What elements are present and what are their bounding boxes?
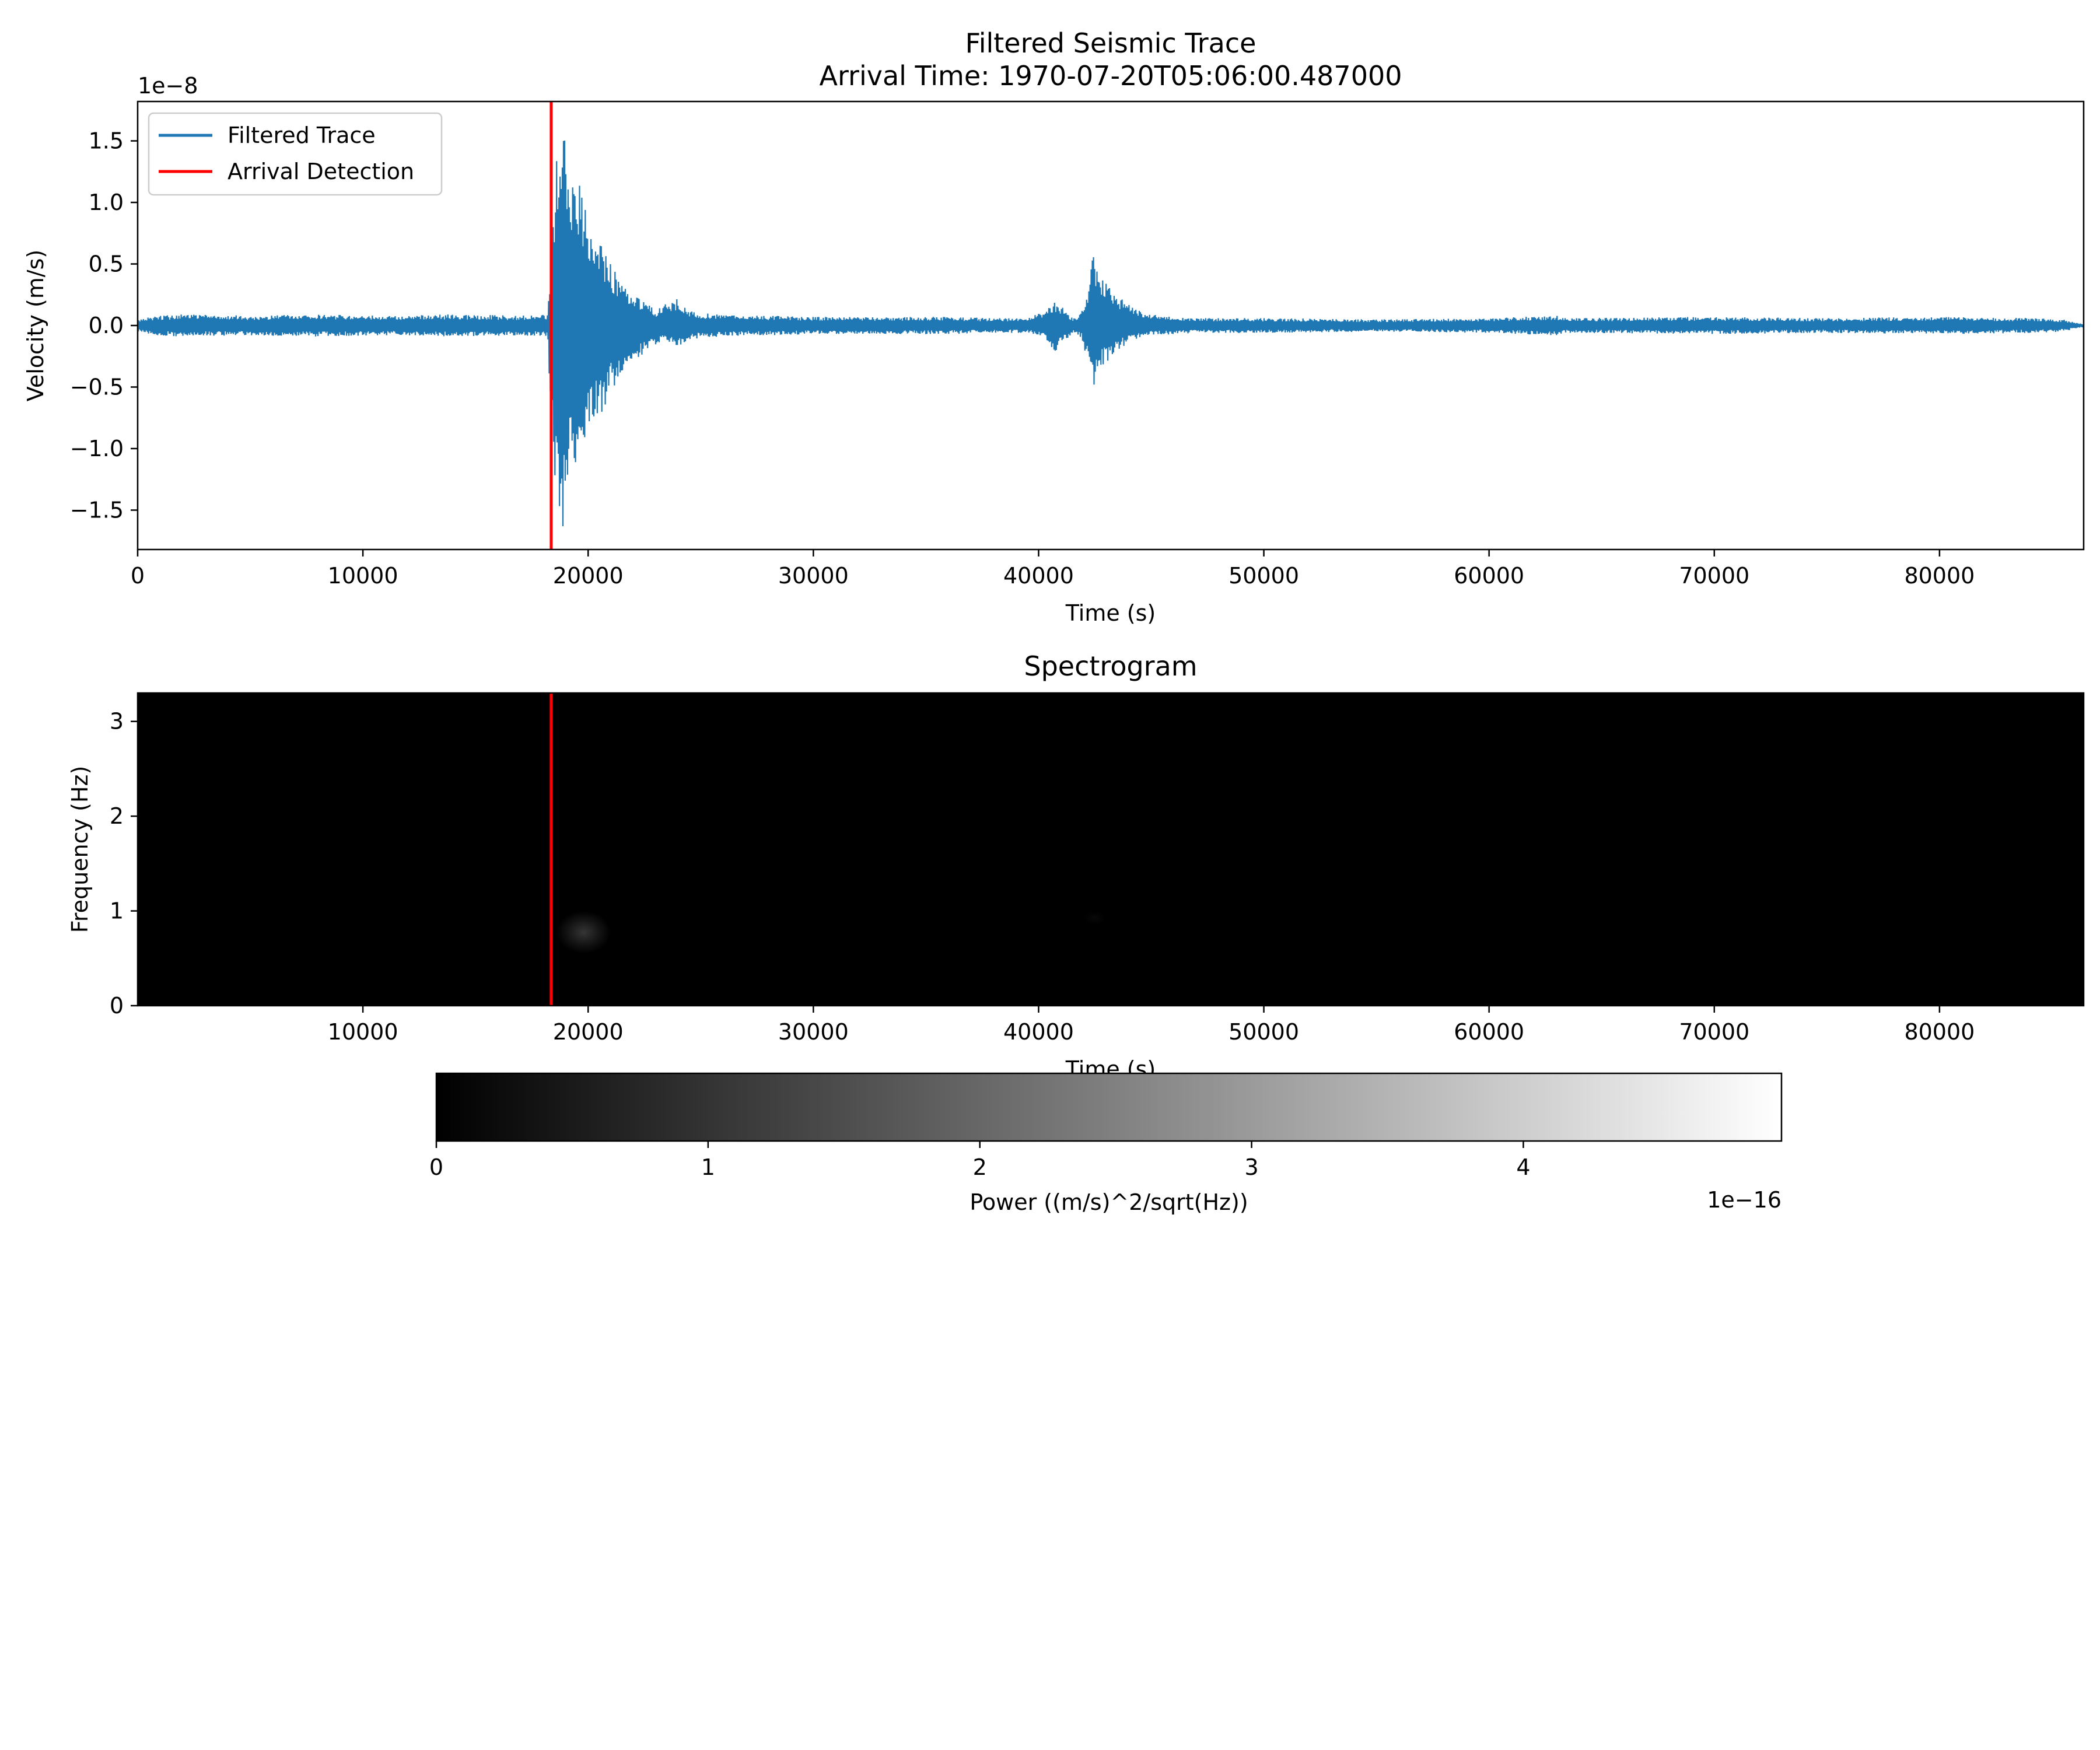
spectrogram-axes-frame <box>136 692 2085 1007</box>
trace-x-tick-label: 50000 <box>1228 563 1299 589</box>
trace-y-tick-label: −1.0 <box>70 436 124 461</box>
legend-label-arrival-detection: Arrival Detection <box>228 159 414 184</box>
trace-x-tick-label: 30000 <box>778 563 849 589</box>
trace-y-axis: −1.5 −1.0 −0.5 0.0 0.5 1.0 1.5 <box>70 128 138 523</box>
colorbar-offset-label: 1e−16 <box>1707 1187 1782 1213</box>
spectrogram-y-tick-label: 3 <box>110 709 124 734</box>
trace-x-tick-label: 70000 <box>1679 563 1749 589</box>
trace-y-tick-label: 0.5 <box>89 251 124 277</box>
spectrogram-x-tick-label: 70000 <box>1679 1019 1749 1045</box>
spectrogram-x-tick-label: 60000 <box>1454 1019 1524 1045</box>
trace-y-tick-label: 1.0 <box>89 190 124 215</box>
trace-x-axis: 0 10000 20000 30000 40000 50000 60000 70000 8000… <box>131 550 1975 589</box>
colorbar-tick-label: 0 <box>429 1154 443 1180</box>
trace-plot-area <box>136 102 2085 550</box>
legend-label-filtered-trace: Filtered Trace <box>228 123 376 148</box>
trace-x-tick-label: 20000 <box>553 563 624 589</box>
trace-x-tick-label: 0 <box>131 563 145 589</box>
colorbar-label: Power ((m/s)^2/sqrt(Hz)) <box>970 1189 1248 1215</box>
colorbar-tick-label: 1 <box>701 1154 715 1180</box>
colorbar-tick-label: 3 <box>1244 1154 1258 1180</box>
spectrogram-y-axis-label: Frequency (Hz) <box>67 766 93 933</box>
colorbar-gradient <box>435 1072 1783 1142</box>
spectrogram-y-tick-label: 0 <box>110 993 124 1019</box>
spectrogram-x-tick-label: 10000 <box>328 1019 398 1045</box>
spectrogram-x-tick-label: 40000 <box>1003 1019 1074 1045</box>
spectrogram-x-tick-label: 30000 <box>778 1019 849 1045</box>
legend-frame <box>148 112 443 196</box>
trace-x-tick-label: 60000 <box>1454 563 1524 589</box>
spectrogram-y-tick-label: 2 <box>110 803 124 829</box>
colorbar-axis: 0 1 2 3 4 <box>429 1141 1531 1180</box>
spectrogram-x-axis: 10000 20000 30000 40000 50000 60000 70000 80000 <box>328 1006 1975 1045</box>
trace-y-offset-label: 1e−8 <box>138 73 198 99</box>
colorbar-tick-label: 2 <box>973 1154 987 1180</box>
spectrogram-x-tick-label: 50000 <box>1228 1019 1299 1045</box>
trace-y-tick-label: −1.5 <box>70 497 124 523</box>
series-filtered-trace <box>136 140 2085 527</box>
trace-x-tick-label: 40000 <box>1003 563 1074 589</box>
trace-y-axis-label: Velocity (m/s) <box>23 250 48 401</box>
spectrogram-x-tick-label: 20000 <box>553 1019 624 1045</box>
trace-x-tick-label: 10000 <box>328 563 398 589</box>
spectrogram-plot-area <box>138 693 2084 1006</box>
spectrogram-x-tick-label: 80000 <box>1904 1019 1975 1045</box>
spectrogram-background <box>138 693 2084 1006</box>
spectrogram-energy-patch <box>556 911 611 954</box>
trace-panel: Filtered Seismic Trace Arrival Time: 197… <box>23 27 2085 626</box>
trace-y-tick-label: −0.5 <box>70 374 124 400</box>
spectrogram-y-axis: 0 1 2 3 <box>110 709 138 1019</box>
spectrogram-energy-patch <box>1083 911 1107 925</box>
trace-x-axis-label: Time (s) <box>1065 600 1156 626</box>
trace-x-tick-label: 80000 <box>1904 563 1975 589</box>
trace-y-tick-label: 1.5 <box>89 128 124 154</box>
trace-title: Filtered Seismic Trace <box>965 27 1256 59</box>
colorbar: 0 1 2 3 4 Power ((m/s)^2/sqrt(Hz)) 1e−16 <box>429 1072 1783 1215</box>
trace-subtitle: Arrival Time: 1970-07-20T05:06:00.487000 <box>819 60 1402 92</box>
trace-legend: Filtered Trace Arrival Detection <box>148 112 443 196</box>
spectrogram-title: Spectrogram <box>1024 650 1197 682</box>
spectrogram-panel: Spectrogram 10000 20000 30000 40000 50000 600… <box>67 650 2085 1215</box>
spectrogram-y-tick-label: 1 <box>110 898 124 924</box>
trace-y-tick-label: 0.0 <box>89 313 124 338</box>
colorbar-tick-label: 4 <box>1516 1154 1530 1180</box>
